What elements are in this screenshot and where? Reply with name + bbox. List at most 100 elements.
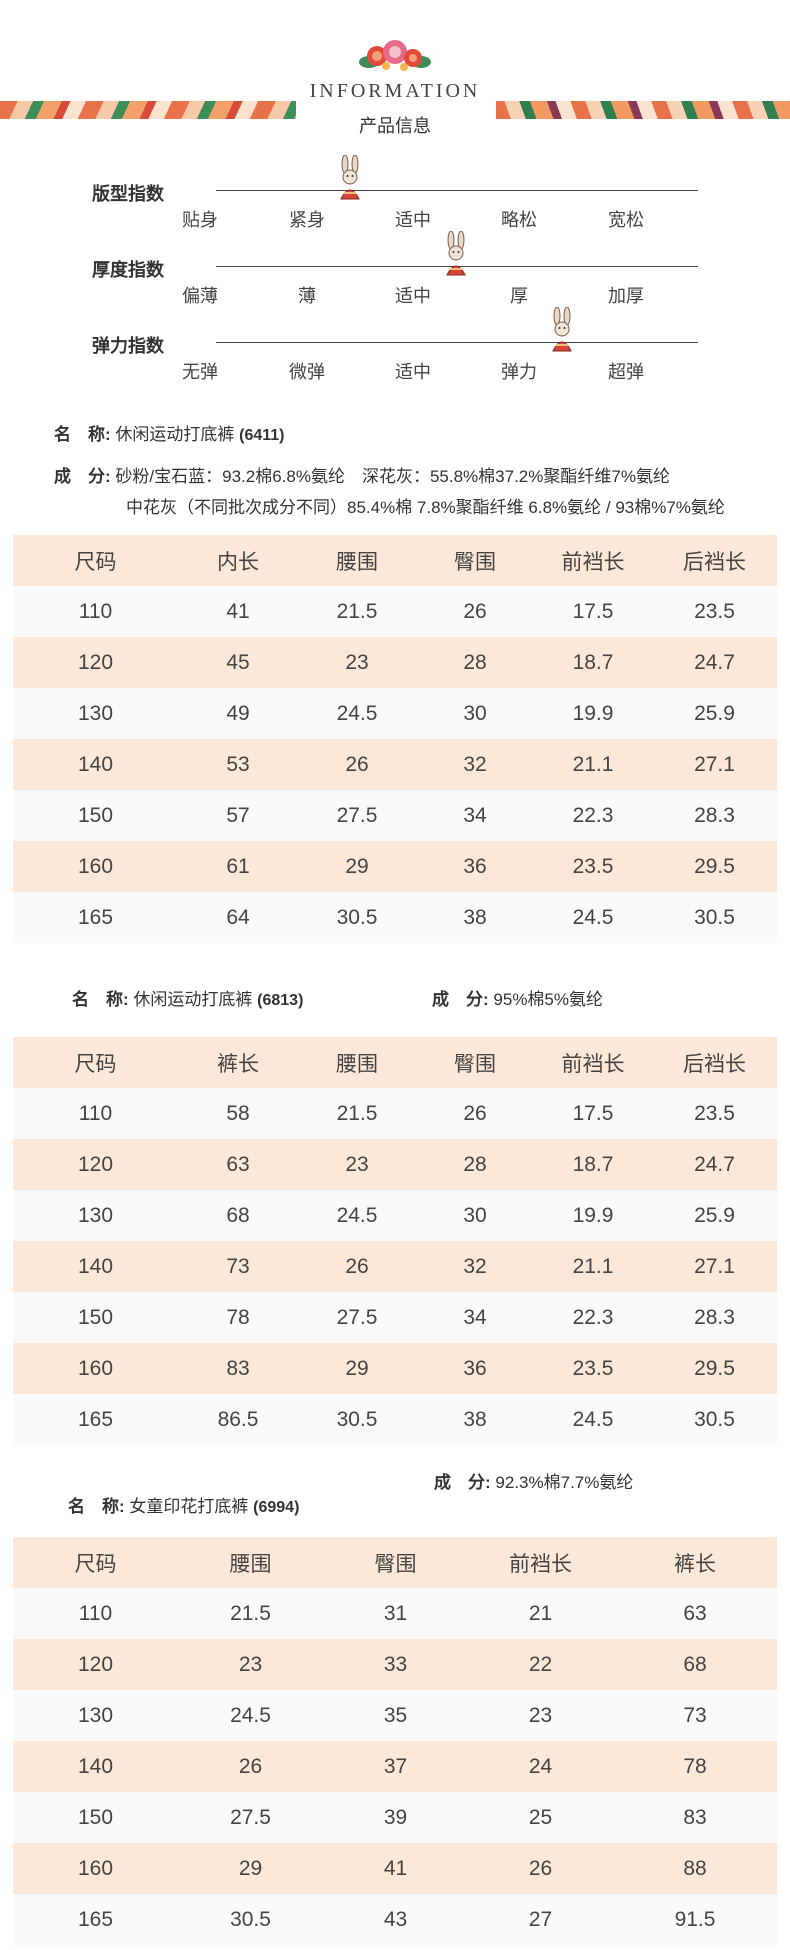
table-cell: 17.5 bbox=[572, 1101, 614, 1125]
table-header-cell: 后裆长 bbox=[683, 550, 746, 574]
table-cell: 29 bbox=[238, 1856, 263, 1880]
table-header-cell: 腰围 bbox=[229, 1552, 272, 1576]
table-cell: 37 bbox=[383, 1754, 408, 1778]
table-cell: 160 bbox=[77, 1356, 114, 1380]
table-header-row: 尺码 腰围 臀围 前裆长 裤长 bbox=[13, 1537, 777, 1588]
table-cell: 22 bbox=[528, 1652, 553, 1676]
table-cell: 165 bbox=[77, 1907, 114, 1931]
table-row: 120 63 23 28 18.7 24.7 bbox=[13, 1139, 777, 1190]
table-cell: 68 bbox=[683, 1652, 707, 1676]
table-row: 165 64 30.5 38 24.5 30.5 bbox=[13, 892, 777, 943]
table-header-cell: 尺码 bbox=[74, 1052, 117, 1076]
table-cell: 130 bbox=[77, 1203, 114, 1227]
table-cell: 25.9 bbox=[694, 1203, 735, 1227]
table-cell: 26 bbox=[238, 1754, 263, 1778]
index-option: 偏薄 bbox=[182, 286, 218, 306]
table-row: 150 27.5 39 25 83 bbox=[13, 1792, 777, 1843]
table-row: 140 73 26 32 21.1 27.1 bbox=[13, 1241, 777, 1292]
title-en: INFORMATION bbox=[309, 80, 481, 102]
table-row: 110 41 21.5 26 17.5 23.5 bbox=[13, 586, 777, 637]
rabbit-marker-icon bbox=[547, 306, 577, 353]
table-cell: 36 bbox=[463, 1356, 487, 1380]
table-row: 140 26 37 24 78 bbox=[13, 1741, 777, 1792]
size-table-1: 尺码 内长 腰围 臀围 前裆长 后裆长 110 41 21.5 26 17.5 23.5 120 45 23… bbox=[13, 535, 777, 943]
table-cell: 18.7 bbox=[572, 650, 614, 674]
table-cell: 26 bbox=[463, 1101, 487, 1125]
table-cell: 23.5 bbox=[694, 599, 735, 623]
table-cell: 22.3 bbox=[572, 1305, 614, 1329]
table-cell: 32 bbox=[463, 752, 487, 776]
table-cell: 35 bbox=[383, 1703, 408, 1727]
index-option: 宽松 bbox=[608, 210, 644, 230]
size-table-2: 尺码 裤长 腰围 臀围 前裆长 后裆长 110 58 21.5 26 17.5 23.5 120 63 23… bbox=[13, 1037, 777, 1445]
table-cell: 160 bbox=[77, 854, 114, 878]
table-cell: 24.5 bbox=[230, 1703, 271, 1727]
table-header-cell: 后裆长 bbox=[683, 1052, 746, 1076]
table-cell: 25 bbox=[528, 1805, 553, 1829]
table-cell: 78 bbox=[226, 1305, 250, 1329]
table-cell: 23 bbox=[345, 1152, 369, 1176]
table-cell: 63 bbox=[226, 1152, 250, 1176]
table-cell: 30.5 bbox=[694, 1407, 735, 1431]
rabbit-marker-icon bbox=[335, 154, 365, 201]
table-cell: 43 bbox=[383, 1907, 408, 1931]
table-row: 130 24.5 35 23 73 bbox=[13, 1690, 777, 1741]
table-cell: 130 bbox=[77, 701, 114, 725]
table-cell: 24.5 bbox=[336, 701, 378, 725]
table-cell: 160 bbox=[77, 1856, 114, 1880]
table-cell: 30.5 bbox=[336, 1407, 378, 1431]
index-option: 薄 bbox=[298, 286, 316, 306]
table-cell: 30.5 bbox=[694, 905, 735, 929]
table-cell: 29 bbox=[345, 1356, 369, 1380]
table-cell: 41 bbox=[383, 1856, 408, 1880]
table-cell: 24.5 bbox=[572, 905, 614, 929]
table-cell: 21.1 bbox=[572, 1254, 614, 1278]
table-row: 110 21.5 31 21 63 bbox=[13, 1588, 777, 1639]
table-cell: 27.1 bbox=[694, 752, 735, 776]
table-cell: 110 bbox=[78, 1101, 113, 1125]
index-option: 适中 bbox=[395, 362, 431, 382]
table-cell: 32 bbox=[463, 1254, 487, 1278]
table-cell: 19.9 bbox=[572, 701, 614, 725]
table-cell: 34 bbox=[463, 1305, 487, 1329]
table-cell: 140 bbox=[77, 1754, 114, 1778]
product-2-name: 名 称: 休闲运动打底裤 (6813) bbox=[72, 990, 304, 1009]
product-1-name: 名 称: 休闲运动打底裤 (6411) bbox=[54, 425, 285, 444]
table-cell: 150 bbox=[77, 803, 114, 827]
table-row: 130 68 24.5 30 19.9 25.9 bbox=[13, 1190, 777, 1241]
table-header-cell: 尺码 bbox=[74, 550, 117, 574]
table-cell: 39 bbox=[383, 1805, 408, 1829]
table-cell: 28.3 bbox=[694, 1305, 735, 1329]
index-option: 紧身 bbox=[289, 210, 325, 230]
table-cell: 73 bbox=[683, 1703, 707, 1727]
table-cell: 23.5 bbox=[572, 1356, 614, 1380]
table-cell: 68 bbox=[226, 1203, 250, 1227]
table-cell: 23 bbox=[528, 1703, 553, 1727]
table-cell: 31 bbox=[383, 1601, 408, 1625]
table-cell: 18.7 bbox=[572, 1152, 614, 1176]
table-row: 160 61 29 36 23.5 29.5 bbox=[13, 841, 777, 892]
table-row: 165 86.5 30.5 38 24.5 30.5 bbox=[13, 1394, 777, 1445]
table-row: 130 49 24.5 30 19.9 25.9 bbox=[13, 688, 777, 739]
table-cell: 38 bbox=[463, 905, 487, 929]
table-cell: 29.5 bbox=[694, 1356, 735, 1380]
table-cell: 58 bbox=[226, 1101, 250, 1125]
index-option: 弹力 bbox=[501, 362, 537, 382]
table-cell: 27 bbox=[528, 1907, 553, 1931]
table-cell: 64 bbox=[226, 905, 250, 929]
table-header-row: 尺码 裤长 腰围 臀围 前裆长 后裆长 bbox=[13, 1037, 777, 1088]
index-label: 版型指数 bbox=[92, 184, 164, 204]
index-scale-line bbox=[216, 190, 698, 191]
table-cell: 120 bbox=[77, 1152, 114, 1176]
table-cell: 19.9 bbox=[572, 1203, 614, 1227]
table-cell: 27.5 bbox=[230, 1805, 271, 1829]
table-cell: 120 bbox=[77, 650, 114, 674]
table-cell: 24 bbox=[528, 1754, 553, 1778]
table-cell: 26 bbox=[345, 1254, 369, 1278]
table-cell: 150 bbox=[77, 1305, 114, 1329]
table-header-cell: 臀围 bbox=[454, 550, 496, 574]
product-3-composition: 成 分: 92.3%棉7.7%氨纶 bbox=[434, 1473, 634, 1492]
table-cell: 28.3 bbox=[694, 803, 735, 827]
table-cell: 61 bbox=[226, 854, 250, 878]
table-cell: 30 bbox=[463, 1203, 487, 1227]
